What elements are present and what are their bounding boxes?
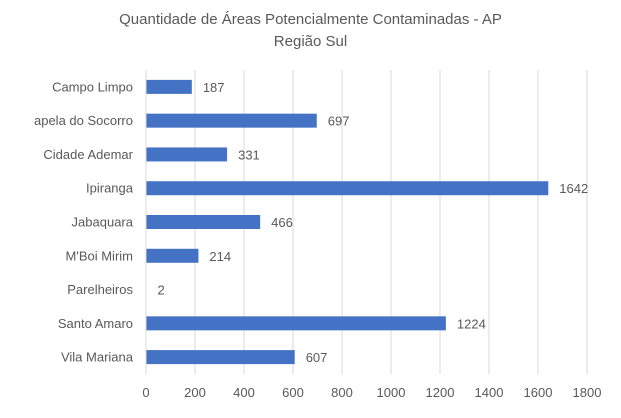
x-tick-label: 800 [331,385,353,400]
category-label: M'Boi Mirim [66,248,133,263]
bar [146,181,549,196]
bar [146,79,192,94]
category-label: Jabaquara [72,215,134,230]
x-tick-label: 600 [282,385,304,400]
data-label: 1224 [457,316,486,331]
x-tick-label: 400 [233,385,255,400]
bar [146,316,446,331]
category-label: apela do Socorro [34,113,133,128]
data-label: 607 [306,350,328,365]
data-label: 697 [328,114,350,129]
data-label: 2 [157,283,164,298]
category-label: Cidade Ademar [43,147,133,162]
x-tick-label: 200 [184,385,206,400]
category-label: Santo Amaro [58,316,133,331]
data-label: 187 [203,80,225,95]
category-label: Ipiranga [86,181,134,196]
bar [146,248,199,263]
data-label: 1642 [559,181,588,196]
data-label: 331 [238,147,260,162]
x-tick-label: 1000 [377,385,406,400]
category-label: Vila Mariana [61,350,134,365]
chart-title-line-1: Quantidade de Áreas Potencialmente Conta… [119,11,502,28]
bar [146,147,228,162]
x-tick-label: 1800 [573,385,602,400]
category-label: Parelheiros [67,282,133,297]
x-tick-label: 0 [142,385,149,400]
bar [146,350,295,365]
chart-title-line-2: Região Sul [273,33,348,50]
data-label: 214 [209,249,231,264]
data-label: 466 [271,215,293,230]
bar [146,215,261,229]
x-tick-label: 1200 [426,385,455,400]
x-tick-label: 1400 [475,385,504,400]
category-label: Campo Limpo [52,79,133,94]
bar [146,113,317,128]
x-tick-label: 1600 [524,385,553,400]
